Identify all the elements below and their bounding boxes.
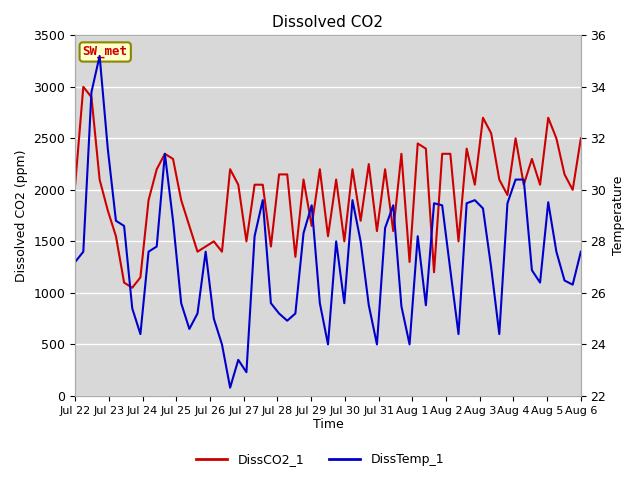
Title: Dissolved CO2: Dissolved CO2 <box>273 15 383 30</box>
X-axis label: Time: Time <box>312 419 344 432</box>
Y-axis label: Dissolved CO2 (ppm): Dissolved CO2 (ppm) <box>15 149 28 282</box>
Text: SW_met: SW_met <box>83 46 128 59</box>
Legend: DissCO2_1, DissTemp_1: DissCO2_1, DissTemp_1 <box>191 448 449 471</box>
Y-axis label: Temperature: Temperature <box>612 176 625 255</box>
